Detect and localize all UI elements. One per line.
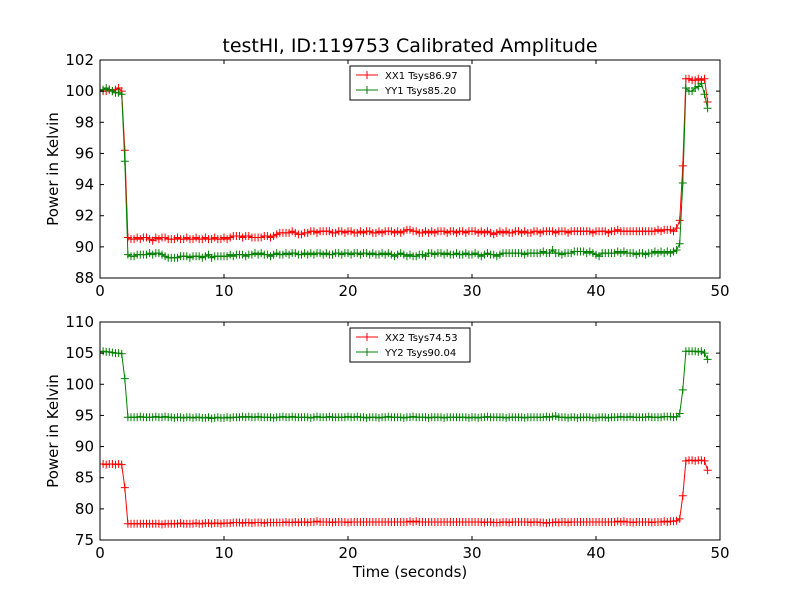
legend-entry-label: XX2 Tsys74.53	[385, 333, 458, 344]
x-tick-label: 0	[95, 544, 105, 562]
series-1	[100, 74, 712, 245]
legend-frame	[349, 327, 471, 363]
data-point-marker	[675, 514, 684, 523]
x-tick-label: 20	[338, 544, 357, 562]
series-2	[100, 79, 712, 262]
legend-entry-label: YY2 Tsys90.04	[384, 348, 456, 359]
x-tick-label: 0	[95, 282, 105, 300]
series-2	[100, 347, 712, 423]
x-tick-label: 30	[462, 544, 481, 562]
y-tick-label: 105	[65, 344, 94, 362]
data-point-marker	[672, 224, 681, 233]
x-tick-label: 50	[710, 282, 729, 300]
y-tick-label: 94	[75, 176, 94, 194]
legend-entry-label: XX1 Tsys86.97	[385, 71, 458, 82]
data-point-marker	[703, 466, 712, 475]
x-tick-label: 30	[462, 282, 481, 300]
data-point-marker	[703, 104, 712, 113]
x-tick-label: 40	[586, 282, 605, 300]
data-point-marker	[675, 409, 684, 418]
legend: XX2 Tsys74.53 YY2 Tsys90.04	[349, 327, 471, 363]
y-tick-label: 90	[75, 438, 94, 456]
y-tick-label: 95	[75, 406, 94, 424]
y-tick-label: 92	[75, 207, 94, 225]
chart-panel-1: 0 10 20 30 40 50 88 90 92 94 96 98 100 102 testHI, ID:…	[44, 35, 730, 300]
data-point-marker	[117, 90, 126, 99]
y-tick-label: 100	[65, 82, 94, 100]
series-1	[100, 456, 712, 529]
plot-frame	[99, 59, 721, 279]
x-axis-label: Time (seconds)	[352, 563, 468, 581]
x-tick-label: 40	[586, 544, 605, 562]
data-point-marker	[700, 456, 709, 465]
plot-frame	[99, 321, 721, 541]
y-tick-label: 80	[75, 500, 94, 518]
x-tick-label: 20	[338, 282, 357, 300]
y-tick-label: 102	[65, 51, 94, 69]
y-tick-label: 100	[65, 375, 94, 393]
legend-entry-label: YY1 Tsys85.20	[384, 86, 456, 97]
data-point-marker	[697, 79, 706, 88]
data-point-marker	[120, 374, 129, 383]
legend-frame	[349, 65, 471, 101]
data-point-marker	[700, 74, 709, 83]
y-tick-label: 75	[75, 531, 94, 549]
chart-title: testHI, ID:119753 Calibrated Amplitude	[222, 35, 597, 57]
y-tick-label: 90	[75, 238, 94, 256]
y-tick-label: 110	[65, 313, 94, 331]
legend-marker	[363, 333, 371, 341]
data-point-marker	[675, 216, 684, 225]
data-point-marker	[675, 239, 684, 248]
legend-marker	[363, 71, 371, 79]
x-tick-label: 10	[214, 544, 233, 562]
y-axis-label: Power in Kelvin	[44, 112, 62, 226]
y-axis-label: Power in Kelvin	[44, 374, 62, 488]
x-tick-label: 50	[710, 544, 729, 562]
legend-marker	[363, 348, 371, 356]
data-point-marker	[120, 483, 129, 492]
data-point-marker	[120, 157, 129, 166]
x-tick-label: 10	[214, 282, 233, 300]
legend-marker	[363, 86, 371, 94]
data-point-marker	[678, 179, 687, 188]
y-tick-label: 88	[75, 269, 94, 287]
y-tick-label: 98	[75, 113, 94, 131]
data-point-marker	[117, 460, 126, 469]
data-point-marker	[672, 245, 681, 254]
data-point-marker	[703, 355, 712, 364]
y-tick-label: 96	[75, 144, 94, 162]
data-point-marker	[700, 349, 709, 358]
data-point-marker	[117, 349, 126, 358]
chart-panel-2: 0 10 20 30 40 50 75 80 85 90 95 100 105 110 Power in K…	[44, 313, 730, 581]
data-point-marker	[678, 385, 687, 394]
y-tick-label: 85	[75, 469, 94, 487]
legend: XX1 Tsys86.97 YY1 Tsys85.20	[349, 65, 471, 101]
data-point-marker	[700, 90, 709, 99]
data-point-marker	[678, 491, 687, 500]
